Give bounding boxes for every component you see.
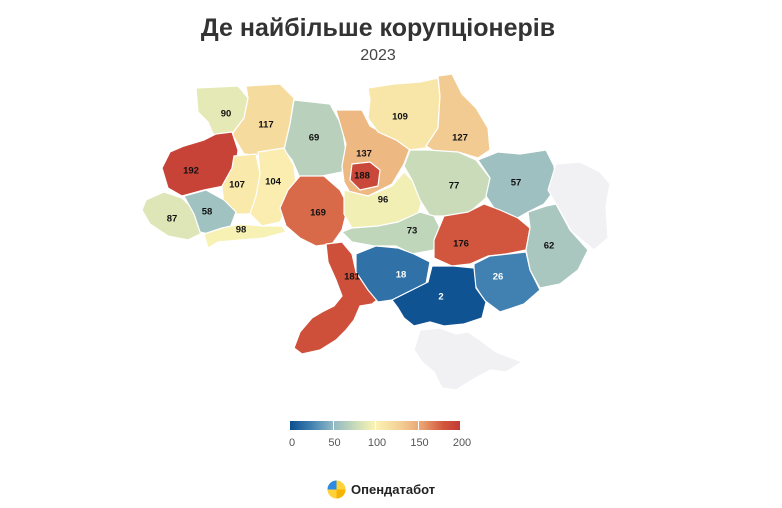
opendatabot-logo-icon	[327, 479, 346, 499]
region-label-volyn: 90	[221, 109, 232, 120]
region-cherkasy[interactable]	[343, 171, 423, 229]
region-chernihiv[interactable]	[367, 77, 441, 151]
color-legend: 0 50 100 150 200	[288, 420, 471, 460]
map-title: Де найбільше корупціонерів	[200, 14, 556, 42]
region-label-sumy: 127	[452, 133, 468, 144]
region-label-zakarpattia: 87	[167, 214, 178, 225]
region-donetsk[interactable]	[525, 203, 589, 289]
legend-tick-label: 150	[410, 437, 429, 449]
region-luhansk[interactable]	[547, 161, 611, 251]
region-kherson[interactable]	[391, 265, 487, 327]
region-label-zaporizhzhia: 26	[493, 272, 504, 283]
region-label-dnipropetrovsk: 176	[453, 239, 469, 250]
legend-tick-label: 0	[288, 437, 296, 449]
region-label-rivne: 117	[258, 120, 273, 131]
region-label-donetsk: 62	[544, 241, 555, 252]
legend-tick	[375, 421, 376, 430]
region-kyiv-city[interactable]	[349, 161, 381, 191]
legend-tick	[332, 421, 334, 430]
region-dnipropetrovsk[interactable]	[433, 203, 531, 267]
region-chernivtsi[interactable]	[203, 223, 287, 249]
region-label-odesa: 181	[344, 272, 361, 283]
region-label-ternopil: 107	[229, 180, 245, 191]
region-kharkiv[interactable]	[477, 149, 557, 221]
region-vinnytsia[interactable]	[279, 175, 349, 247]
region-zakarpattia[interactable]	[141, 191, 205, 241]
region-label-chernivtsi: 98	[236, 225, 247, 236]
region-label-zhytomyr: 69	[309, 133, 320, 144]
region-label-kherson: 2	[438, 292, 443, 303]
legend-tick-label: 100	[367, 437, 387, 449]
region-sumy[interactable]	[425, 73, 491, 159]
region-label-kirovohrad: 73	[407, 226, 418, 237]
region-label-poltava: 77	[449, 181, 460, 192]
brand-name: Опендатабот	[351, 481, 436, 497]
region-label-lviv: 192	[183, 166, 199, 177]
brand: Опендатабот	[327, 479, 435, 499]
legend-tick	[417, 421, 419, 430]
region-label-cherkasy: 96	[378, 195, 389, 206]
region-label-vinnytsia: 169	[310, 208, 326, 219]
region-crimea[interactable]	[413, 327, 523, 391]
map-subtitle: 2023	[360, 47, 396, 64]
legend-tick-label: 200	[452, 437, 472, 449]
region-label-ivano-frankivsk: 58	[202, 207, 213, 218]
region-label-khmelnytskyi: 104	[265, 177, 282, 188]
region-label-kyiv-oblast: 137	[356, 149, 372, 160]
legend-tick-label: 50	[328, 437, 341, 449]
region-ternopil[interactable]	[221, 153, 261, 215]
region-label-kyiv-city: 188	[354, 171, 370, 182]
region-label-kharkiv: 57	[511, 178, 522, 189]
region-label-chernihiv: 109	[392, 112, 408, 123]
region-label-mykolaiv: 18	[396, 270, 407, 281]
